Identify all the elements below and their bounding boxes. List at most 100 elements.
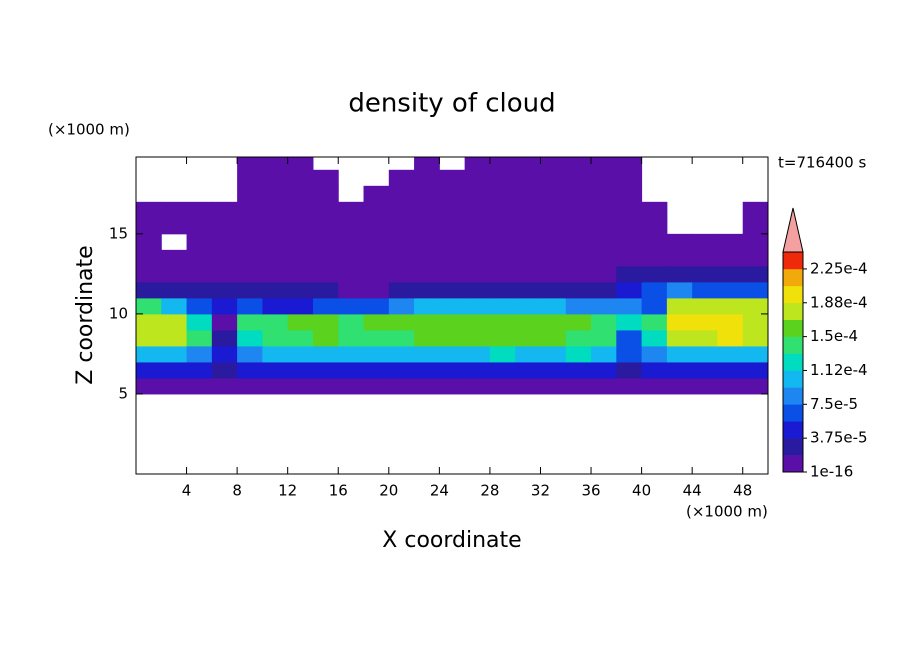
- contour-cell: [414, 313, 440, 331]
- contour-cell: [363, 297, 390, 315]
- colorbar-band: [783, 387, 803, 405]
- contour-cell: [616, 157, 643, 171]
- contour-cell: [515, 361, 541, 379]
- colorbar-band: [783, 319, 803, 337]
- contour-cell: [565, 201, 592, 219]
- contour-field: [136, 157, 768, 395]
- contour-cell: [161, 249, 188, 267]
- contour-cell: [742, 281, 768, 299]
- contour-cell: [616, 233, 643, 251]
- contour-cell: [591, 169, 617, 187]
- contour-cell: [692, 361, 718, 379]
- contour-cell: [464, 169, 491, 187]
- contour-cell: [616, 201, 643, 219]
- contour-cell: [616, 249, 643, 267]
- contour-cell: [363, 313, 390, 331]
- contour-cell: [641, 361, 668, 379]
- contour-cell: [287, 329, 314, 347]
- contour-cell: [742, 377, 768, 395]
- contour-cell: [237, 313, 263, 331]
- contour-cell: [287, 217, 314, 235]
- contour-cell: [515, 201, 541, 219]
- contour-cell: [211, 313, 238, 331]
- contour-cell: [237, 297, 263, 315]
- contour-cell: [666, 377, 693, 395]
- contour-cell: [161, 265, 188, 283]
- contour-cell: [338, 249, 365, 267]
- contour-cell: [540, 157, 567, 171]
- contour-cell: [161, 345, 188, 363]
- contour-cell: [666, 297, 693, 315]
- contour-cell: [565, 265, 592, 283]
- contour-cell: [211, 345, 238, 363]
- contour-cell: [211, 361, 238, 379]
- contour-cell: [388, 217, 415, 235]
- colorbar-band: [783, 353, 803, 371]
- contour-cell: [262, 217, 289, 235]
- contour-cell: [489, 185, 516, 203]
- contour-cell: [464, 361, 491, 379]
- contour-cell: [692, 329, 718, 347]
- contour-cell: [363, 361, 390, 379]
- contour-cell: [439, 185, 466, 203]
- contour-cell: [464, 157, 491, 171]
- contour-cell: [363, 281, 390, 299]
- contour-cell: [262, 185, 289, 203]
- contour-cell: [489, 249, 516, 267]
- contour-cell: [489, 377, 516, 395]
- contour-cell: [414, 233, 440, 251]
- contour-cell: [489, 297, 516, 315]
- contour-cell: [591, 377, 617, 395]
- contour-cell: [641, 201, 668, 219]
- contour-cell: [666, 361, 693, 379]
- contour-cell: [136, 345, 162, 363]
- contour-cell: [489, 217, 516, 235]
- contour-cell: [414, 377, 440, 395]
- contour-cell: [262, 361, 289, 379]
- contour-cell: [161, 281, 188, 299]
- contour-cell: [439, 297, 466, 315]
- contour-cell: [515, 233, 541, 251]
- contour-cell: [742, 265, 768, 283]
- contour-cell: [666, 313, 693, 331]
- contour-cell: [489, 361, 516, 379]
- contour-cell: [237, 157, 263, 171]
- contour-cell: [742, 201, 768, 219]
- contour-cell: [136, 201, 162, 219]
- contour-cell: [363, 201, 390, 219]
- contour-cell: [540, 185, 567, 203]
- contour-cell: [742, 329, 768, 347]
- contour-cell: [262, 297, 289, 315]
- contour-cell: [237, 201, 263, 219]
- colorbar-tick-label: 1.5e-4: [810, 327, 858, 345]
- contour-cell: [616, 185, 643, 203]
- colorbar-band: [783, 421, 803, 439]
- contour-cell: [237, 249, 263, 267]
- contour-cell: [540, 201, 567, 219]
- contour-cell: [338, 377, 365, 395]
- contour-cell: [515, 169, 541, 187]
- contour-cell: [692, 313, 718, 331]
- contour-cell: [414, 281, 440, 299]
- contour-cell: [287, 377, 314, 395]
- contour-cell: [591, 329, 617, 347]
- contour-cell: [717, 265, 744, 283]
- contour-cell: [641, 297, 668, 315]
- contour-cell: [616, 265, 643, 283]
- contour-cell: [742, 249, 768, 267]
- contour-cell: [540, 169, 567, 187]
- contour-cell: [692, 265, 718, 283]
- contour-cell: [287, 249, 314, 267]
- contour-cell: [515, 217, 541, 235]
- contour-cell: [414, 329, 440, 347]
- contour-cell: [287, 345, 314, 363]
- contour-cell: [717, 361, 744, 379]
- contour-cell: [388, 233, 415, 251]
- contour-cell: [237, 185, 263, 203]
- contour-cell: [211, 297, 238, 315]
- contour-cell: [641, 377, 668, 395]
- colorbar-tick-label: 1e-16: [810, 463, 853, 481]
- contour-cell: [136, 217, 162, 235]
- contour-cell: [338, 361, 365, 379]
